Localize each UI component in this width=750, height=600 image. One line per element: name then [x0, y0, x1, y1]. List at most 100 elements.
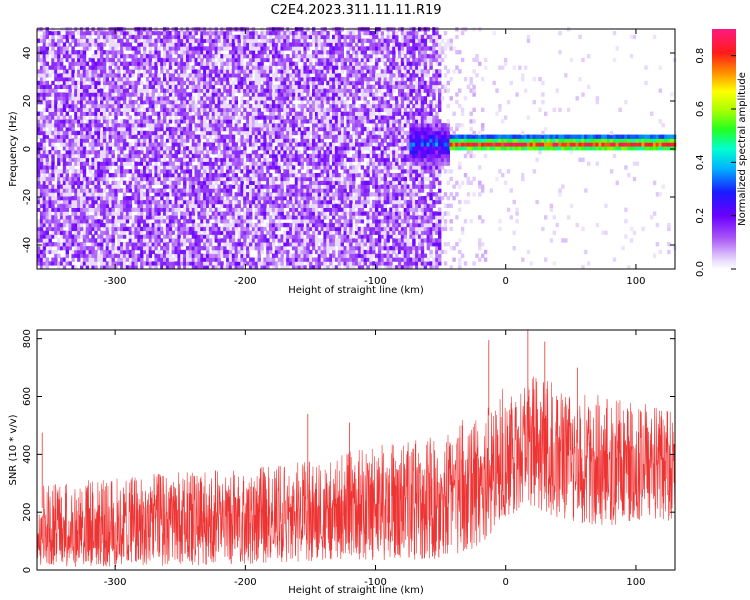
spectrogram-cell	[114, 103, 118, 109]
spectrogram-cell	[157, 50, 161, 55]
spectrogram-cell	[59, 126, 64, 132]
spectrogram-cell	[165, 192, 170, 197]
spectrogram-cell	[145, 111, 150, 116]
spectrogram-cell	[125, 88, 130, 93]
spectrogram-cell	[188, 65, 193, 70]
spectrogram-cell	[168, 199, 173, 205]
spectrogram-cell	[254, 207, 259, 212]
spectrogram-cell	[251, 57, 256, 63]
spectrogram-cell	[191, 257, 196, 262]
spectrogram-cell	[251, 173, 256, 178]
spectrogram-cell	[65, 211, 69, 216]
spectrogram-cell	[171, 80, 175, 86]
spectrogram-cell	[145, 107, 150, 112]
spectrogram-cell	[151, 111, 155, 116]
spectrogram-cell	[134, 188, 138, 193]
spectrogram-cell	[194, 61, 198, 66]
spectrogram-cell	[120, 65, 124, 70]
spectrogram-cell	[94, 92, 98, 97]
spectrogram-cell	[57, 34, 61, 40]
spectrogram-cell	[71, 176, 75, 182]
spectrogram-cell	[186, 130, 190, 136]
spectrogram-cell	[280, 165, 284, 170]
spectrogram-cell	[214, 123, 218, 128]
spectrogram-cell	[88, 65, 92, 70]
spectrogram-cell	[174, 184, 178, 189]
spectrogram-cell	[128, 199, 133, 205]
spectrogram-cell	[91, 92, 95, 97]
spectrogram-cell	[154, 207, 158, 212]
spectrogram-cell	[274, 199, 279, 205]
spectrogram-cell	[312, 153, 316, 159]
spectrogram-cell	[306, 42, 310, 47]
spectrogram-cell	[80, 234, 84, 239]
spectrogram-cell	[148, 73, 153, 78]
spectrogram-cell	[171, 173, 175, 178]
spectrogram-cell	[111, 54, 115, 59]
spectrogram-cell	[74, 119, 78, 124]
spectrogram-cell	[148, 34, 153, 40]
spectrogram-cell	[251, 88, 256, 93]
spectrogram-cell	[85, 226, 90, 232]
spectrogram-cell	[120, 50, 124, 55]
spectrogram-cell	[294, 203, 299, 208]
spectrogram-cell	[54, 92, 58, 97]
spectrogram-cell	[289, 157, 293, 162]
spectrogram-cell	[51, 207, 55, 212]
spectrogram-cell	[100, 242, 104, 247]
spectrogram-cell	[100, 188, 104, 193]
spectrogram-cell	[105, 246, 110, 251]
spectrogram-cell	[231, 242, 236, 247]
spectrogram-cell	[217, 234, 221, 239]
spectrogram-cell	[291, 50, 296, 55]
spectrogram-cell	[228, 61, 233, 66]
spectrogram-cell	[97, 257, 101, 262]
spectrogram-cell	[186, 54, 190, 59]
spectrogram-cell	[214, 134, 218, 139]
spectrogram-cell	[240, 242, 244, 247]
spectrogram-cell	[54, 215, 58, 220]
spectrogram-cell	[171, 34, 175, 40]
spectrogram-cell	[122, 126, 127, 132]
spectrogram-cell	[208, 115, 213, 120]
spectrogram-cell	[246, 65, 250, 70]
spectrogram-cell	[88, 73, 92, 78]
spectrogram-cell	[105, 150, 110, 155]
spectrogram-cell	[266, 199, 270, 205]
spectrogram-cell	[125, 265, 130, 270]
spectrogram-cell	[80, 103, 84, 109]
spectrogram-cell	[94, 111, 98, 116]
spectrogram-cell	[249, 61, 253, 66]
spectrogram-cell	[137, 34, 141, 40]
spectrogram-cell	[140, 161, 144, 166]
spectrogram-cell	[134, 119, 138, 124]
spectrogram-cell	[102, 238, 107, 243]
spectrogram-cell	[102, 138, 107, 143]
spectrogram-cell	[154, 153, 158, 159]
spectrogram-cell	[71, 80, 75, 86]
spectrogram-cell	[91, 134, 95, 139]
spectrogram-cell	[54, 230, 58, 235]
spectrogram-cell	[157, 192, 161, 197]
spectrogram-cell	[154, 242, 158, 247]
spectrogram-cell	[206, 176, 210, 182]
spectrogram-cell	[114, 50, 118, 55]
spectrogram-cell	[197, 257, 201, 262]
spectrogram-cell	[111, 219, 115, 224]
spectrogram-cell	[260, 153, 264, 159]
spectrogram-cell	[274, 30, 279, 36]
spectrogram-cell	[168, 34, 173, 40]
spectrogram-cell	[174, 226, 178, 232]
spectrogram-cell	[263, 196, 267, 201]
spectrogram-cell	[214, 161, 218, 166]
spectrogram-cell	[300, 165, 304, 170]
spectrogram-cell	[191, 153, 196, 159]
spectrogram-cell	[171, 161, 175, 166]
spectrogram-cell	[154, 165, 158, 170]
spectrogram-cell	[165, 242, 170, 247]
spectrogram-cell	[211, 184, 216, 189]
spectrogram-cell	[266, 169, 270, 174]
spectrogram-cell	[294, 246, 299, 251]
spectrogram-cell	[240, 126, 244, 132]
spectrogram-cell	[194, 249, 198, 255]
